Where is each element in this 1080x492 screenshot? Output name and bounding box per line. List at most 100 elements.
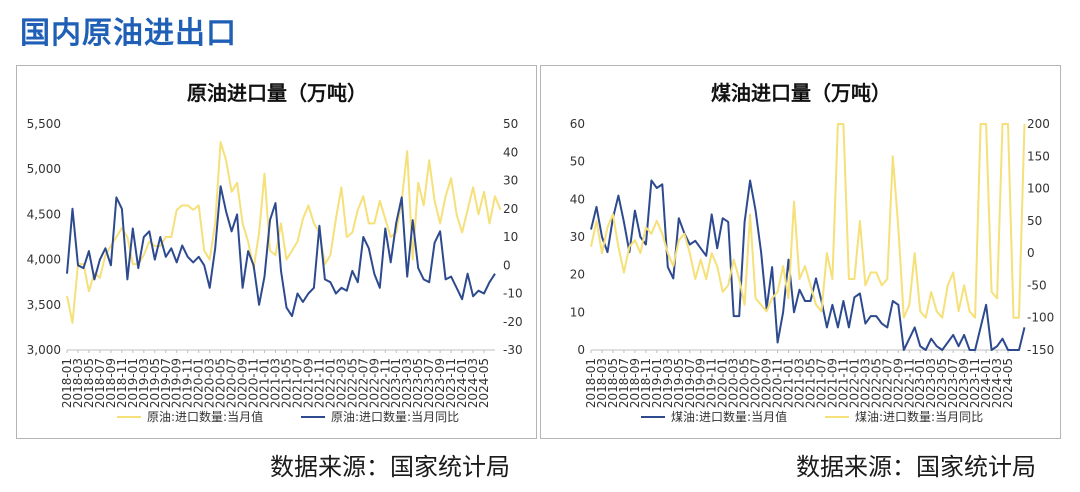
kerosene-x-tick-label: 2021-07 (814, 358, 828, 408)
kerosene-import-chart: 煤油进口量（万吨） 0 10 20 30 40 50 60 -150 -100 -50 0 50 100 1… (570, 81, 1055, 424)
kerosene-left-tick-label: 40 (570, 192, 585, 206)
crude-x-tick-label: 2023-09 (433, 358, 447, 408)
crude-x-tick-label: 2018-11 (115, 358, 129, 408)
crude-x-tick-label: 2020-01 (192, 358, 206, 408)
kerosene-left-tick-label: 20 (570, 268, 585, 282)
kerosene-x-tick-label: 2019-05 (672, 358, 686, 408)
kerosene-x-tick-label: 2024-03 (990, 358, 1004, 408)
crude-x-tick-label: 2022-05 (345, 358, 359, 408)
kerosene-x-tick-label: 2021-01 (782, 358, 796, 408)
kerosene-x-tick-label: 2018-01 (584, 358, 598, 408)
crude-x-tick-label: 2022-01 (323, 358, 337, 408)
crude-x-tick-label: 2020-09 (236, 358, 250, 408)
crude-left-tick-label: 3,500 (27, 298, 61, 312)
crude-right-tick-label: 40 (503, 145, 518, 159)
kerosene-x-tick-label: 2021-09 (825, 358, 839, 408)
crude-x-tick-label: 2019-09 (170, 358, 184, 408)
crude-right-tick-label: 10 (503, 230, 518, 244)
crude-left-tick-label: 5,000 (27, 162, 61, 176)
crude-legend-label-2: 原油:进口数量:当月同比 (331, 409, 459, 424)
crude-x-tick-label: 2018-07 (93, 358, 107, 408)
page-title: 国内原油进出口 (20, 16, 237, 51)
crude-left-tick-label: 4,500 (27, 207, 61, 221)
crude-right-tick-label: 50 (503, 117, 518, 131)
crude-x-tick-label: 2023-11 (444, 358, 458, 408)
kerosene-x-tick-label: 2020-07 (749, 358, 763, 408)
crude-chart-title: 原油进口量（万吨） (187, 81, 367, 105)
crude-oil-import-chart-panel: 原油进口量（万吨） 3,000 3,500 4,000 4,500 5,000 5,500 -… (16, 65, 537, 439)
crude-x-tick-label: 2020-03 (203, 358, 217, 408)
crude-x-tick-label: 2022-11 (378, 358, 392, 408)
crude-x-tick-label: 2020-05 (214, 358, 228, 408)
crude-x-tick-label: 2018-01 (60, 358, 74, 408)
crude-x-tick-label: 2018-05 (82, 358, 96, 408)
kerosene-x-tick-label: 2024-05 (1001, 358, 1015, 408)
kerosene-right-tick-label: 200 (1027, 117, 1050, 131)
kerosene-x-tick-label: 2023-03 (924, 358, 938, 408)
kerosene-right-tick-label: 50 (1027, 214, 1042, 228)
kerosene-right-tick-label: 0 (1027, 246, 1035, 260)
crude-x-tick-label: 2021-09 (301, 358, 315, 408)
kerosene-chart-title: 煤油进口量（万吨） (711, 81, 891, 105)
kerosene-x-tick-label: 2018-09 (628, 358, 642, 408)
kerosene-x-tick-label: 2022-07 (880, 358, 894, 408)
crude-x-tick-label: 2019-01 (126, 358, 140, 408)
kerosene-right-tick-label: -100 (1027, 311, 1054, 325)
crude-x-tick-label: 2024-05 (477, 358, 491, 408)
crude-x-tick-label: 2018-09 (104, 358, 118, 408)
crude-x-tick-label: 2020-11 (247, 358, 261, 408)
kerosene-series-line-1 (590, 179, 1026, 351)
crude-x-tick-label: 2021-05 (279, 358, 293, 408)
kerosene-right-tick-label: -150 (1027, 343, 1054, 357)
crude-x-tick-label: 2023-03 (400, 358, 414, 408)
crude-x-tick-label: 2021-03 (269, 358, 283, 408)
crude-x-tick-label: 2023-05 (411, 358, 425, 408)
kerosene-x-tick-label: 2020-01 (716, 358, 730, 408)
kerosene-x-tick-label: 2024-01 (979, 358, 993, 408)
kerosene-legend-label-2: 煤油:进口数量:当月同比 (855, 409, 983, 424)
kerosene-x-tick-label: 2020-11 (771, 358, 785, 408)
crude-right-tick-label: -20 (503, 315, 523, 329)
kerosene-legend-label-1: 煤油:进口数量:当月值 (671, 409, 787, 424)
kerosene-x-tick-label: 2021-03 (793, 358, 807, 408)
crude-x-tick-label: 2019-03 (137, 358, 151, 408)
kerosene-x-tick-label: 2020-09 (760, 358, 774, 408)
crude-left-tick-label: 3,000 (27, 343, 61, 357)
crude-right-tick-label: -10 (503, 287, 523, 301)
crude-right-tick-label: 20 (503, 202, 518, 216)
kerosene-left-tick-label: 10 (570, 305, 585, 319)
crude-x-tick-label: 2018-03 (71, 358, 85, 408)
kerosene-series-line-2 (590, 123, 1026, 319)
kerosene-left-tick-label: 0 (577, 343, 585, 357)
crude-x-tick-label: 2024-01 (455, 358, 469, 408)
crude-x-tick-label: 2019-11 (181, 358, 195, 408)
crude-x-tick-label: 2020-07 (225, 358, 239, 408)
kerosene-right-tick-label: 100 (1027, 182, 1050, 196)
kerosene-left-tick-label: 60 (570, 117, 585, 131)
kerosene-right-tick-label: -50 (1027, 278, 1047, 292)
crude-left-tick-label: 5,500 (27, 117, 61, 131)
kerosene-x-tick-label: 2021-05 (803, 358, 817, 408)
kerosene-left-tick-label: 50 (570, 155, 585, 169)
crude-x-tick-label: 2021-01 (258, 358, 272, 408)
kerosene-import-chart-panel: 煤油进口量（万吨） 0 10 20 30 40 50 60 -150 -100 -50 0 50 100 1… (540, 65, 1061, 439)
crude-x-tick-label: 2022-03 (334, 358, 348, 408)
crude-left-tick-label: 4,000 (27, 253, 61, 267)
crude-right-tick-label: 30 (503, 174, 518, 188)
kerosene-x-tick-label: 2023-09 (957, 358, 971, 408)
data-source-right: 数据来源：国家统计局 (796, 453, 1036, 481)
kerosene-x-tick-label: 2022-11 (902, 358, 916, 408)
kerosene-x-tick-label: 2020-05 (738, 358, 752, 408)
kerosene-x-tick-label: 2020-03 (727, 358, 741, 408)
crude-x-tick-label: 2022-09 (367, 358, 381, 408)
crude-x-tick-label: 2021-11 (312, 358, 326, 408)
kerosene-x-tick-label: 2021-11 (836, 358, 850, 408)
kerosene-x-tick-label: 2022-01 (847, 358, 861, 408)
crude-x-tick-label: 2023-01 (389, 358, 403, 408)
crude-x-tick-label: 2021-07 (290, 358, 304, 408)
kerosene-x-tick-label: 2023-05 (935, 358, 949, 408)
crude-x-tick-label: 2019-07 (159, 358, 173, 408)
kerosene-x-tick-label: 2023-01 (913, 358, 927, 408)
kerosene-x-tick-label: 2019-03 (661, 358, 675, 408)
kerosene-x-tick-label: 2023-07 (946, 358, 960, 408)
